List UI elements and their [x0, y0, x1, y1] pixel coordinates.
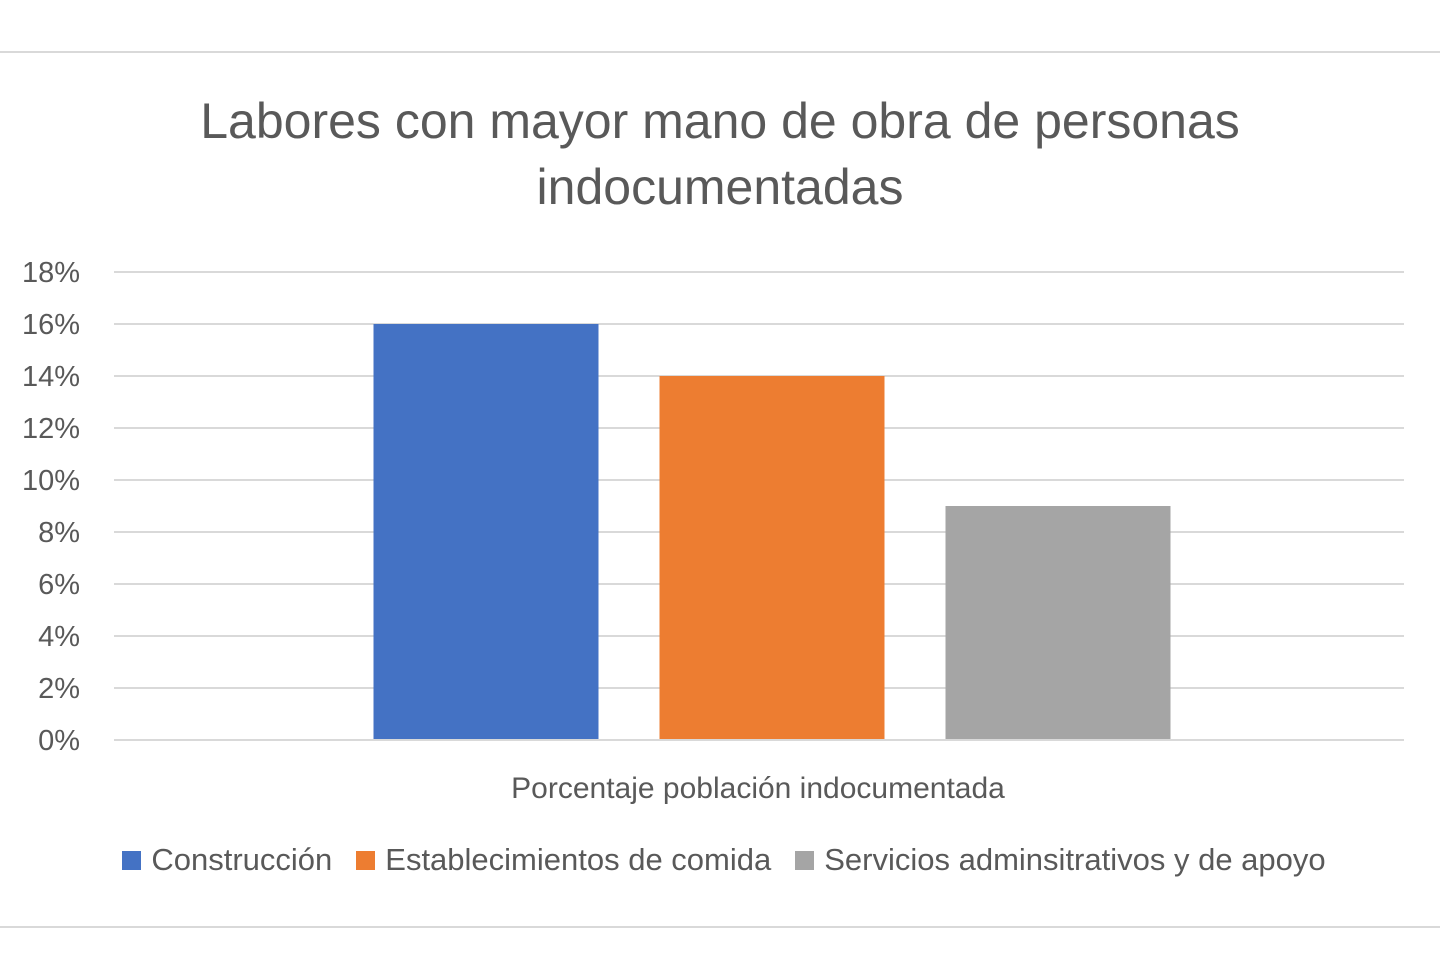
- y-tick-label: 0%: [38, 725, 80, 757]
- legend-swatch: [356, 850, 376, 870]
- bar-servicios-adminsitrativos-y-de-apoyo: [945, 506, 1171, 740]
- y-tick-label: 2%: [38, 673, 80, 705]
- y-tick-label: 16%: [22, 309, 80, 341]
- top-divider: [0, 51, 1440, 53]
- legend-item: Servicios adminsitrativos y de apoyo: [795, 842, 1326, 878]
- y-tick-label: 6%: [38, 569, 80, 601]
- chart-title-line-1: Labores con mayor mano de obra de person…: [200, 93, 1240, 149]
- y-tick-label: 12%: [22, 413, 80, 445]
- legend: Construcción Establecimientos de comida Se…: [0, 842, 1440, 878]
- legend-item: Construcción: [122, 842, 332, 878]
- legend-swatch: [122, 850, 142, 870]
- legend-label: Construcción: [151, 842, 333, 877]
- y-axis-ticks: 0% 2% 4% 6% 8% 10% 12% 14% 16% 18%: [22, 257, 80, 757]
- y-tick-label: 14%: [22, 361, 80, 393]
- chart-title-line-2: indocumentadas: [536, 159, 904, 215]
- y-tick-label: 8%: [38, 517, 80, 549]
- bottom-divider: [0, 926, 1440, 928]
- legend-swatch: [795, 850, 815, 870]
- bar-construcci-n: [373, 324, 599, 740]
- bar-establecimientos-de-comida: [659, 376, 885, 740]
- bars: [114, 324, 1404, 741]
- y-tick-label: 10%: [22, 465, 80, 497]
- legend-label: Establecimientos de comida: [385, 842, 772, 877]
- legend-item: Establecimientos de comida: [356, 842, 771, 878]
- chart-title: Labores con mayor mano de obra de person…: [120, 88, 1320, 220]
- y-tick-label: 4%: [38, 621, 80, 653]
- y-tick-label: 18%: [22, 257, 80, 289]
- legend-label: Servicios adminsitrativos y de apoyo: [824, 842, 1326, 877]
- x-axis-categories: Porcentaje población indocumentada: [511, 772, 1005, 805]
- x-category-label: Porcentaje población indocumentada: [511, 772, 1005, 805]
